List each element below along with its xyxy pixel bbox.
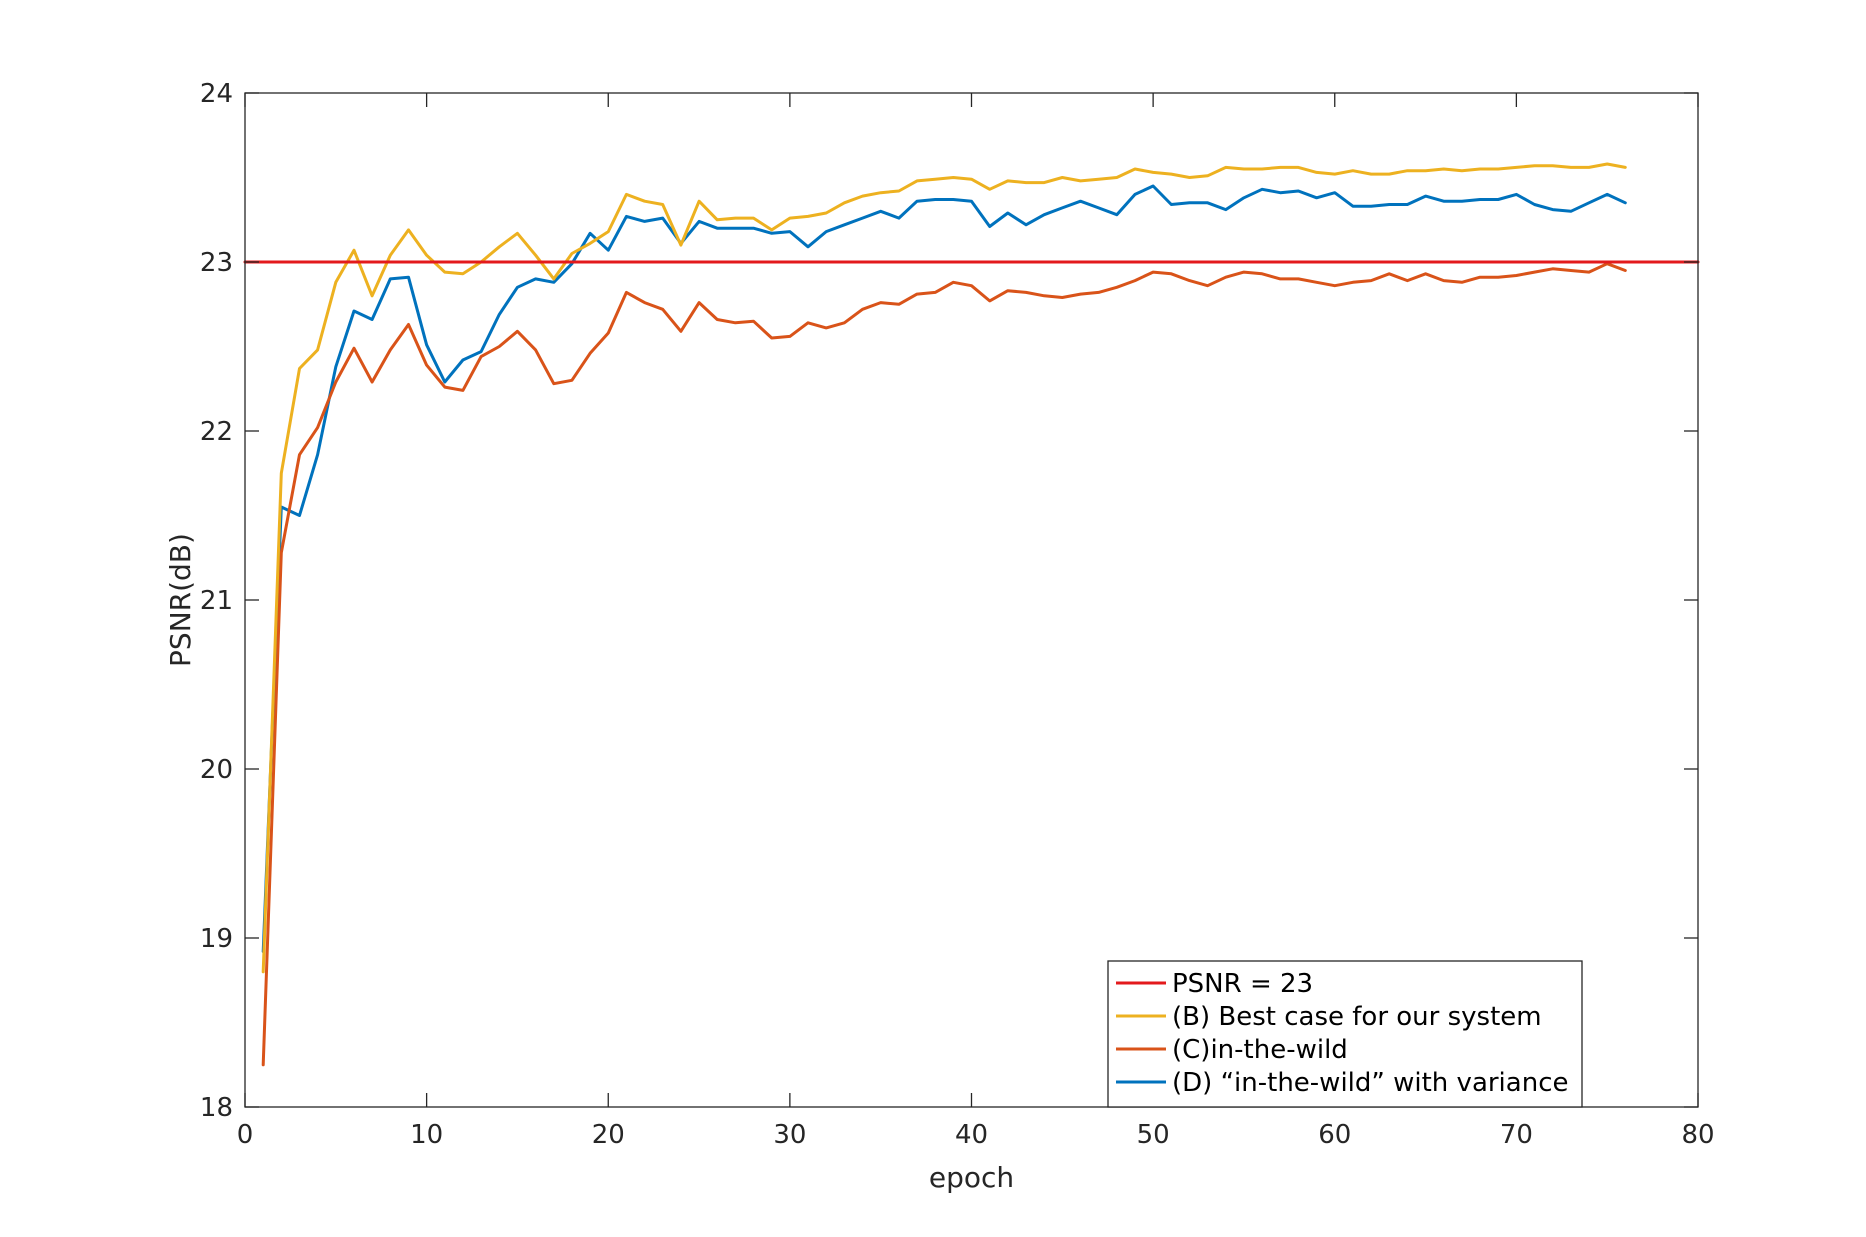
y-tick-label: 20: [200, 755, 233, 785]
x-tick-label: 0: [237, 1120, 254, 1150]
y-tick-label: 23: [200, 248, 233, 278]
legend: PSNR = 23(B) Best case for our system(C)…: [1107, 960, 1583, 1108]
x-tick-label: 50: [1137, 1120, 1170, 1150]
y-tick-label: 22: [200, 417, 233, 447]
x-axis-label: epoch: [929, 1161, 1014, 1194]
series-line-2: [261, 262, 1627, 1067]
legend-label: PSNR = 23: [1172, 969, 1313, 999]
x-tick-label: 60: [1318, 1120, 1351, 1150]
series-layer: [261, 162, 1627, 1067]
y-tick-label: 21: [200, 586, 233, 616]
x-tick-label: 40: [955, 1120, 988, 1150]
y-tick-label: 18: [200, 1093, 233, 1123]
legend-label: (B) Best case for our system: [1172, 1002, 1542, 1032]
tick-labels: 0 10 20 30 40 50 60 70 80 18 19 20 21 22 23 24: [200, 79, 1715, 1150]
legend-box: [1107, 960, 1583, 1108]
y-tick-label: 24: [200, 79, 233, 109]
x-tick-label: 70: [1500, 1120, 1533, 1150]
legend-items: PSNR = 23(B) Best case for our system(C)…: [1116, 969, 1569, 1098]
plot-area: [245, 93, 1698, 1107]
legend-label: (C)in-the-wild: [1172, 1035, 1348, 1065]
legend-label: (D) “in-the-wild” with variance: [1172, 1068, 1569, 1098]
x-tick-label: 20: [592, 1120, 625, 1150]
x-tick-label: 30: [773, 1120, 806, 1150]
series-line-1: [261, 162, 1627, 974]
x-tick-label: 10: [410, 1120, 443, 1150]
series-line-3: [261, 184, 1627, 953]
x-tick-label: 80: [1681, 1120, 1714, 1150]
y-tick-label: 19: [200, 924, 233, 954]
y-axis-label: PSNR(dB): [164, 533, 197, 667]
